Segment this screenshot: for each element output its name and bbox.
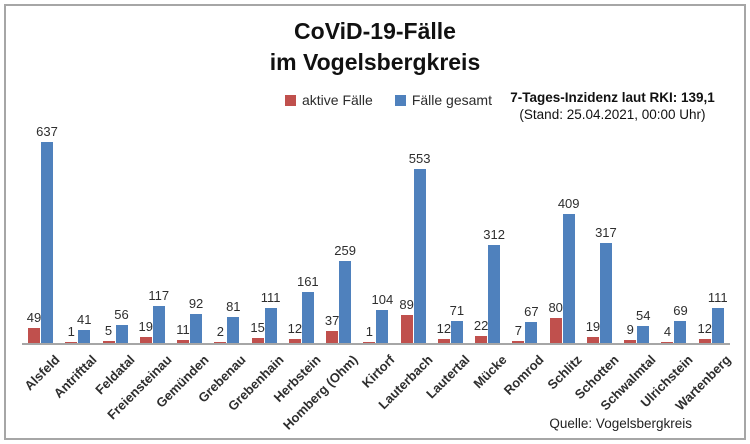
chart-title: CoViD-19-Fälle im Vogelsbergkreis bbox=[0, 16, 750, 78]
value-label-aktive-f-lle-lautertal: 12 bbox=[436, 321, 452, 336]
value-label-aktive-f-lle-m-cke: 22 bbox=[473, 318, 489, 333]
bar-aktive-f-lle-schotten bbox=[586, 337, 599, 343]
bar-aktive-f-lle-herbstein bbox=[288, 339, 301, 343]
value-label-aktive-f-lle-grebenau: 2 bbox=[216, 324, 224, 339]
value-label-aktive-f-lle-schlitz: 80 bbox=[548, 300, 563, 315]
legend-item-active-cases: aktive Fälle bbox=[285, 92, 373, 108]
bar-aktive-f-lle-homberg-ohm bbox=[326, 331, 339, 343]
bar-f-lle-gesamt-ulrichstein bbox=[674, 321, 687, 343]
value-label-f-lle-gesamt-romrod: 67 bbox=[524, 304, 539, 319]
value-label-aktive-f-lle-herbstein: 12 bbox=[287, 321, 303, 336]
value-label-aktive-f-lle-alsfeld: 49 bbox=[26, 310, 42, 325]
bar-aktive-f-lle-antrifttal bbox=[65, 342, 78, 343]
value-label-f-lle-gesamt-feldatal: 56 bbox=[114, 307, 129, 322]
value-label-f-lle-gesamt-alsfeld: 637 bbox=[36, 124, 58, 139]
bar-f-lle-gesamt-wartenberg bbox=[711, 308, 724, 343]
bar-f-lle-gesamt-lautertal bbox=[450, 321, 463, 343]
bar-aktive-f-lle-freiensteinau bbox=[139, 337, 152, 343]
bar-f-lle-gesamt-homberg-ohm bbox=[339, 261, 352, 343]
legend-swatch-total-icon bbox=[394, 94, 406, 106]
value-label-f-lle-gesamt-wartenberg: 111 bbox=[707, 290, 728, 305]
value-label-aktive-f-lle-schwalmtal: 9 bbox=[626, 322, 634, 337]
value-label-aktive-f-lle-kirtorf: 1 bbox=[365, 324, 373, 339]
bar-aktive-f-lle-grebenhain bbox=[251, 338, 264, 343]
chart-legend: aktive Fälle Fälle gesamt bbox=[285, 92, 492, 108]
value-label-f-lle-gesamt-schwalmtal: 54 bbox=[635, 308, 651, 323]
bar-aktive-f-lle-ulrichstein bbox=[661, 342, 674, 343]
value-label-aktive-f-lle-lauterbach: 89 bbox=[399, 297, 414, 312]
legend-label-total: Fälle gesamt bbox=[411, 92, 492, 108]
value-label-aktive-f-lle-freiensteinau: 19 bbox=[138, 319, 154, 334]
value-label-aktive-f-lle-homberg-ohm: 37 bbox=[324, 313, 340, 328]
source-note: Quelle: Vogelsbergkreis bbox=[549, 416, 692, 431]
bar-f-lle-gesamt-schwalmtal bbox=[637, 326, 650, 343]
legend-label-active: aktive Fälle bbox=[302, 92, 373, 108]
value-label-aktive-f-lle-grebenhain: 15 bbox=[250, 320, 265, 335]
value-label-f-lle-gesamt-m-cke: 312 bbox=[483, 227, 505, 242]
bar-aktive-f-lle-lauterbach bbox=[400, 315, 413, 343]
bar-f-lle-gesamt-gem-nden bbox=[190, 314, 203, 343]
bar-aktive-f-lle-schwalmtal bbox=[624, 340, 637, 343]
bar-f-lle-gesamt-freiensteinau bbox=[152, 306, 165, 343]
value-label-aktive-f-lle-ulrichstein: 4 bbox=[663, 324, 672, 339]
bar-f-lle-gesamt-schotten bbox=[599, 243, 612, 343]
bar-aktive-f-lle-grebenau bbox=[214, 342, 227, 343]
bar-f-lle-gesamt-herbstein bbox=[301, 292, 314, 343]
value-label-aktive-f-lle-wartenberg: 12 bbox=[697, 321, 712, 336]
bar-f-lle-gesamt-feldatal bbox=[115, 325, 128, 343]
bar-aktive-f-lle-gem-nden bbox=[177, 340, 190, 343]
value-label-f-lle-gesamt-ulrichstein: 69 bbox=[673, 303, 688, 318]
value-label-aktive-f-lle-antrifttal: 1 bbox=[67, 324, 75, 339]
incidence-value: 7-Tages-Inzidenz laut RKI: 139,1 bbox=[510, 90, 715, 105]
value-label-f-lle-gesamt-antrifttal: 41 bbox=[77, 312, 92, 327]
bar-f-lle-gesamt-grebenhain bbox=[264, 308, 277, 343]
value-label-f-lle-gesamt-gem-nden: 92 bbox=[188, 296, 204, 311]
value-label-aktive-f-lle-schotten: 19 bbox=[585, 319, 601, 334]
value-label-f-lle-gesamt-grebenhain: 111 bbox=[260, 290, 281, 305]
chart-title-line2: im Vogelsbergkreis bbox=[269, 49, 481, 75]
value-label-aktive-f-lle-feldatal: 5 bbox=[104, 323, 113, 338]
value-label-f-lle-gesamt-freiensteinau: 117 bbox=[148, 288, 170, 303]
value-label-f-lle-gesamt-homberg-ohm: 259 bbox=[334, 243, 356, 258]
value-label-f-lle-gesamt-grebenau: 81 bbox=[226, 299, 241, 314]
value-label-f-lle-gesamt-herbstein: 161 bbox=[296, 274, 319, 289]
bar-f-lle-gesamt-grebenau bbox=[227, 317, 240, 343]
value-label-f-lle-gesamt-schotten: 317 bbox=[595, 225, 617, 240]
value-label-aktive-f-lle-gem-nden: 11 bbox=[176, 322, 190, 337]
value-label-f-lle-gesamt-schlitz: 409 bbox=[557, 196, 580, 211]
legend-item-total-cases: Fälle gesamt bbox=[394, 92, 492, 108]
bar-aktive-f-lle-lautertal bbox=[437, 339, 450, 343]
bar-f-lle-gesamt-m-cke bbox=[488, 245, 501, 343]
incidence-date: (Stand: 25.04.2021, 00:00 Uhr) bbox=[519, 107, 706, 122]
bar-aktive-f-lle-m-cke bbox=[475, 336, 488, 343]
bar-f-lle-gesamt-schlitz bbox=[562, 214, 575, 343]
value-label-f-lle-gesamt-lautertal: 71 bbox=[449, 303, 465, 318]
bar-aktive-f-lle-romrod bbox=[512, 341, 525, 343]
bar-f-lle-gesamt-lauterbach bbox=[413, 169, 426, 343]
value-label-aktive-f-lle-romrod: 7 bbox=[514, 323, 523, 338]
chart-title-line1: CoViD-19-Fälle bbox=[294, 18, 456, 44]
bar-f-lle-gesamt-kirtorf bbox=[376, 310, 389, 343]
incidence-info: 7-Tages-Inzidenz laut RKI: 139,1 (Stand:… bbox=[500, 89, 725, 123]
bar-f-lle-gesamt-alsfeld bbox=[41, 142, 53, 343]
bar-aktive-f-lle-wartenberg bbox=[698, 339, 711, 343]
x-axis-line bbox=[22, 343, 730, 345]
legend-swatch-active-icon bbox=[285, 94, 296, 106]
bar-aktive-f-lle-kirtorf bbox=[363, 342, 376, 343]
bar-aktive-f-lle-schlitz bbox=[549, 318, 562, 343]
bar-aktive-f-lle-feldatal bbox=[102, 341, 115, 343]
value-label-f-lle-gesamt-lauterbach: 553 bbox=[408, 151, 431, 166]
value-label-f-lle-gesamt-kirtorf: 104 bbox=[371, 292, 394, 307]
bar-f-lle-gesamt-antrifttal bbox=[78, 330, 91, 343]
bar-f-lle-gesamt-romrod bbox=[525, 322, 538, 343]
bar-aktive-f-lle-alsfeld bbox=[28, 328, 40, 343]
